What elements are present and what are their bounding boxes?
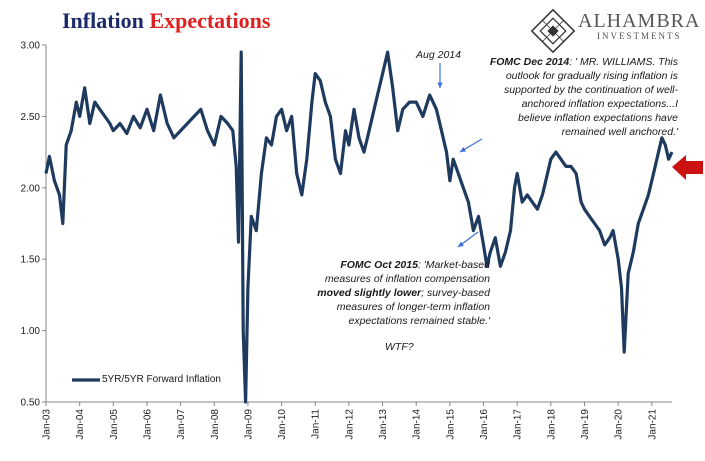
x-tick-label: Jan-17 [513,409,524,440]
logo-text: ALHAMBRA INVESTMENTS [578,10,700,41]
x-tick-label: Jan-16 [479,409,490,440]
oct2015-line1: : 'Market-based [417,259,490,271]
x-tick-label: Jan-08 [210,409,221,440]
oct2015-line5: expectations remained stable.' [348,315,490,327]
dec2014-line-0: : ' MR. WILLIAMS. This [569,56,678,68]
title-part2: Expectations [149,8,271,33]
red-pointer-arrow-icon [672,155,703,180]
x-tick-label: Jan-05 [109,409,120,440]
legend-label: 5YR/5YR Forward Inflation [102,374,221,385]
arrow-fomc-dec-2014 [459,138,483,153]
oct2015-line2: measures of inflation compensation [324,273,490,285]
axes: 0.50 1.00 1.50 2.00 2.50 3.00 Jan-03 Jan-04 Jan-… [21,41,672,440]
y-tick-label: 2.00 [21,183,41,194]
dec2014-line-5: remained well anchored.' [561,126,678,138]
dec2014-line-3: anchored inflation expectations...I [521,98,678,110]
x-tick-label: Jan-12 [344,409,355,440]
y-tick-label: 0.50 [21,398,41,409]
x-tick-label: Jan-15 [445,409,456,440]
x-tick-label: Jan-03 [42,409,53,440]
oct2015-bold: moved slightly lower [317,287,422,299]
dec2014-line-2: supported by the continuation of well- [504,84,678,96]
logo-icon [530,8,576,54]
x-tick-label: Jan-19 [580,409,591,440]
oct2015-label: FOMC Oct 2015 [340,259,418,271]
arrow-fomc-oct-2015 [457,231,479,248]
x-tick-label: Jan-20 [614,409,625,440]
y-tick-label: 3.00 [21,41,41,52]
logo-name: ALHAMBRA [578,10,701,32]
dec2014-line-1: outlook for gradually rising inflation i… [505,70,678,82]
annotation-fomc-dec-2014: FOMC Dec 2014: ' MR. WILLIAMS. This outl… [480,55,678,139]
title-part1: Inflation [62,8,144,33]
oct2015-line3-rest: ; survey-based [421,287,490,299]
annotation-arrows [437,63,703,248]
chart-title: Inflation Expectations [62,8,270,34]
x-tick-label: Jan-18 [546,409,557,440]
y-tick-label: 2.50 [21,112,41,123]
x-tick-label: Jan-13 [378,409,389,440]
x-tick-label: Jan-04 [75,409,86,440]
y-tick-label: 1.50 [21,255,41,266]
x-tick-label: Jan-10 [277,409,288,440]
arrow-aug-2014 [437,63,443,88]
series-line [44,50,674,404]
dec2014-line-4: believe inflation expectations have [518,112,678,124]
x-tick-label: Jan-09 [243,409,254,440]
oct2015-line4: measures of longer-term inflation [336,301,490,313]
series-layer [44,50,674,404]
annotation-fomc-oct-2015: FOMC Oct 2015: 'Market-based measures of… [300,258,490,328]
logo-sub: INVESTMENTS [596,31,682,41]
dec2014-label: FOMC Dec 2014 [489,56,570,68]
x-tick-label: Jan-11 [311,409,322,439]
x-tick-label: Jan-14 [412,409,423,440]
x-tick-label: Jan-07 [176,409,187,440]
y-tick-label: 1.00 [21,326,41,337]
annotation-wtf: WTF? [385,341,414,353]
x-tick-label: Jan-06 [142,409,153,440]
x-tick-label: Jan-21 [647,409,658,440]
annotation-aug-2014: Aug 2014 [416,49,461,61]
